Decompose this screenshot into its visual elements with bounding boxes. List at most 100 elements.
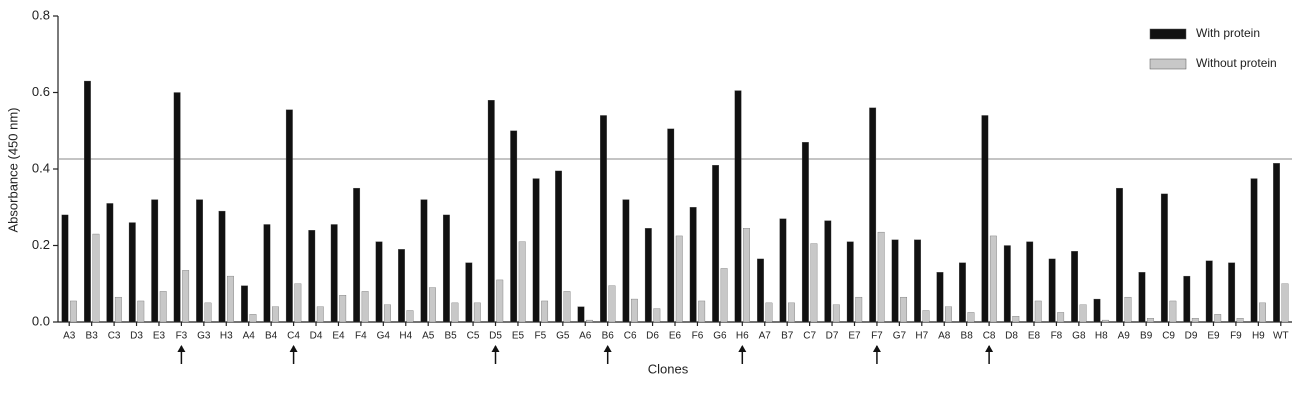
x-tick-label: H6 (736, 331, 749, 342)
bar (442, 214, 450, 323)
x-tick-label: C5 (467, 331, 480, 342)
bar (1228, 262, 1236, 323)
bar (801, 142, 809, 323)
x-tick-label: C7 (803, 331, 816, 342)
x-tick-label: H9 (1252, 331, 1265, 342)
bar (106, 203, 114, 323)
bar (451, 302, 459, 323)
bar (630, 298, 638, 323)
y-tick-label: 0.2 (32, 237, 50, 252)
x-tick-label: A7 (759, 331, 772, 342)
bar (734, 90, 742, 323)
x-tick-label: C6 (624, 331, 637, 342)
arrow-head (603, 345, 612, 352)
bar (496, 279, 504, 323)
x-tick-label: G6 (713, 331, 727, 342)
bar (173, 92, 181, 323)
x-tick-label: B5 (445, 331, 458, 342)
bar (271, 306, 279, 323)
bar (1102, 319, 1109, 323)
x-tick-label: G7 (893, 331, 907, 342)
x-tick-label: F4 (355, 331, 367, 342)
bar (824, 220, 832, 323)
bar (891, 239, 899, 323)
x-tick-label: C8 (983, 331, 996, 342)
x-tick-label: E3 (153, 331, 166, 342)
bar (577, 306, 585, 323)
x-tick-label: D9 (1185, 331, 1198, 342)
bar (294, 283, 302, 323)
bar (473, 302, 481, 323)
bar (1034, 300, 1042, 323)
x-tick-label: E6 (669, 331, 682, 342)
bar (339, 295, 347, 323)
arrow-head (738, 345, 747, 352)
bar (1191, 318, 1199, 323)
x-tick-label: D7 (826, 331, 839, 342)
bar (1236, 318, 1244, 323)
y-tick-label: 0.8 (32, 7, 50, 22)
bar (114, 296, 122, 323)
x-tick-label: H7 (915, 331, 928, 342)
bar (204, 302, 212, 323)
x-axis-title: Clones (648, 361, 689, 376)
x-tick-label: F5 (535, 331, 547, 342)
bar (1012, 316, 1020, 323)
x-tick-label: G5 (556, 331, 570, 342)
x-tick-label: A4 (243, 331, 256, 342)
bar (1273, 163, 1280, 323)
x-tick-label: B9 (1140, 331, 1153, 342)
bar (361, 291, 369, 323)
x-tick-label: H8 (1095, 331, 1108, 342)
x-tick-label: B8 (961, 331, 974, 342)
bar (1205, 260, 1213, 323)
arrow-head (491, 345, 500, 352)
bar (1214, 314, 1222, 323)
bar (757, 258, 764, 323)
bar (644, 228, 652, 323)
x-tick-label: B4 (265, 331, 278, 342)
bar (541, 300, 549, 323)
x-tick-label: E7 (848, 331, 861, 342)
bar (151, 199, 159, 323)
bar (429, 287, 436, 323)
legend-label: With protein (1196, 26, 1260, 40)
y-tick-label: 0.6 (32, 84, 50, 99)
bar (1116, 187, 1123, 323)
bar (945, 306, 952, 323)
x-tick-label: WT (1273, 331, 1289, 342)
bar (285, 109, 293, 323)
x-tick-label: C9 (1162, 331, 1175, 342)
bar (308, 230, 316, 323)
bar (465, 262, 473, 323)
bar (653, 308, 661, 323)
x-tick-label: E9 (1207, 331, 1220, 342)
bar (555, 170, 562, 323)
x-tick-label: A8 (938, 331, 951, 342)
x-tick-label: F6 (692, 331, 704, 342)
bar (622, 199, 630, 323)
bar (375, 241, 383, 323)
bar (196, 199, 203, 323)
x-tick-label: G8 (1072, 331, 1086, 342)
bar (779, 218, 787, 323)
bar (1160, 193, 1168, 323)
bar (1079, 304, 1087, 323)
bar (92, 233, 100, 323)
bar (1124, 296, 1132, 323)
bar (353, 187, 361, 323)
legend-swatch (1149, 28, 1187, 40)
x-tick-label: D5 (489, 331, 502, 342)
bar (1071, 251, 1079, 323)
x-tick-label: A9 (1118, 331, 1131, 342)
bar (667, 128, 675, 323)
x-tick-label: D8 (1005, 331, 1018, 342)
bar (61, 214, 69, 323)
bar (765, 302, 773, 323)
x-tick-label: B3 (86, 331, 99, 342)
bar (182, 270, 190, 323)
bar (914, 239, 921, 323)
bar (720, 268, 728, 323)
bar (712, 165, 720, 323)
bar (137, 300, 145, 323)
